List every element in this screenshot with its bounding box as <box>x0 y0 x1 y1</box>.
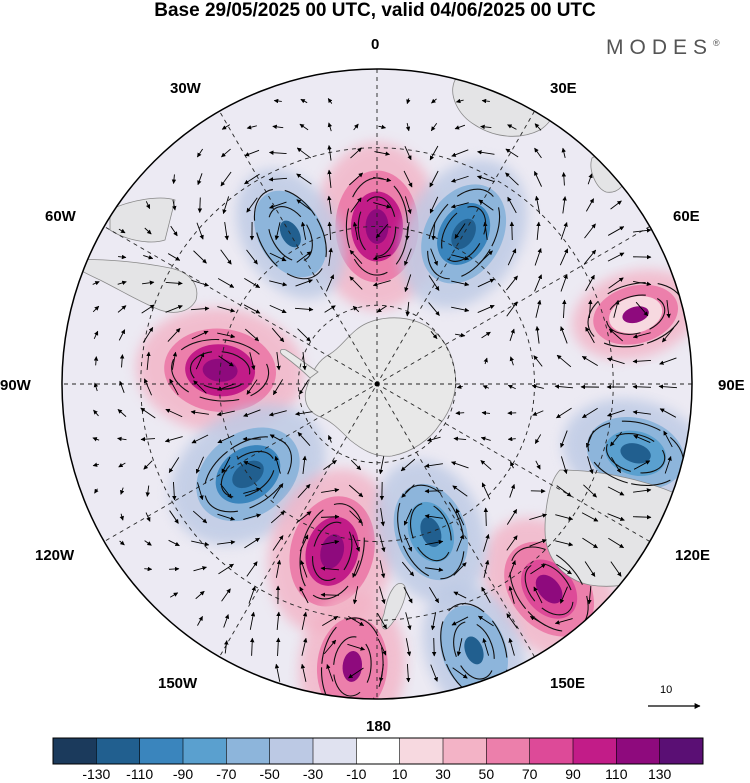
colorbar <box>52 737 704 765</box>
colorbar-segment <box>226 738 271 764</box>
lon-label-150e: 150E <box>550 675 586 692</box>
colorbar-tick-label: 130 <box>647 766 672 782</box>
anomaly-center <box>299 592 406 699</box>
anomaly-center <box>399 159 528 309</box>
colorbar-segment <box>443 738 487 764</box>
colorbar-tick-label: 10 <box>391 766 408 782</box>
lon-label-60w: 60W <box>45 208 76 225</box>
anomaly-center <box>268 468 397 635</box>
modes-logo: MODES® <box>606 36 720 60</box>
map-border <box>61 68 693 700</box>
colorbar-tick-label: -10 <box>346 766 367 782</box>
south-america <box>69 197 198 313</box>
colorbar-tick-label: -70 <box>216 766 237 782</box>
colorbar-tick-label: -110 <box>126 766 154 782</box>
colorbar-segment <box>486 738 531 764</box>
antarctica <box>304 317 457 457</box>
lon-label-120w: 120W <box>35 547 75 564</box>
colorbar-segment <box>313 738 357 764</box>
colorbar-tick-label: 50 <box>478 766 495 782</box>
colorbar-tick-label: 70 <box>521 766 538 782</box>
colorbar-segment <box>269 738 314 764</box>
lon-label-90w: 90W <box>0 377 31 394</box>
lon-label-30w: 30W <box>170 80 201 97</box>
colorbar-tick-label: 30 <box>435 766 451 782</box>
lon-label-150w: 150W <box>158 675 198 692</box>
colorbar-segment <box>139 738 184 764</box>
new-zealand <box>381 583 407 630</box>
land-masses <box>69 74 691 630</box>
lon-label-30e: 30E <box>550 80 577 97</box>
registered-mark: ® <box>713 38 720 48</box>
colorbar-segment <box>183 738 227 764</box>
colorbar-segment <box>399 738 444 764</box>
colorbar-segment <box>659 738 704 764</box>
colorbar-segment <box>96 738 141 764</box>
colorbar-segment <box>529 738 574 764</box>
colorbar-segment <box>53 738 97 764</box>
colorbar-tick-label: 110 <box>605 766 628 782</box>
brand-name: MODES <box>606 36 714 59</box>
lon-label-60e: 60E <box>673 208 700 225</box>
colorbar-tick-label: 90 <box>565 766 581 782</box>
map-title: Base 29/05/2025 00 UTC, valid 04/06/2025… <box>154 0 596 21</box>
colorbar-segment <box>573 738 617 764</box>
colorbar-tick-label: -90 <box>172 766 194 782</box>
lon-label-180: 180 <box>366 718 392 735</box>
wind-vectors <box>92 98 678 683</box>
anomaly-center <box>572 269 692 360</box>
lon-label-120e: 120E <box>675 547 711 564</box>
reference-vector-label: 10 <box>660 684 673 696</box>
south-pole-marker <box>374 381 380 387</box>
lon-label-0: 0 <box>371 36 380 53</box>
colorbar-tick-label: -30 <box>302 766 324 782</box>
colorbar-segment <box>616 738 661 764</box>
antarctic-peninsula <box>280 349 319 379</box>
anomaly-field <box>136 142 692 699</box>
colorbar-segment <box>356 738 401 764</box>
lon-label-90e: 90E <box>718 377 745 394</box>
colorbar-tick-label: -50 <box>259 766 280 782</box>
colorbar-tick-label: -130 <box>82 766 111 782</box>
